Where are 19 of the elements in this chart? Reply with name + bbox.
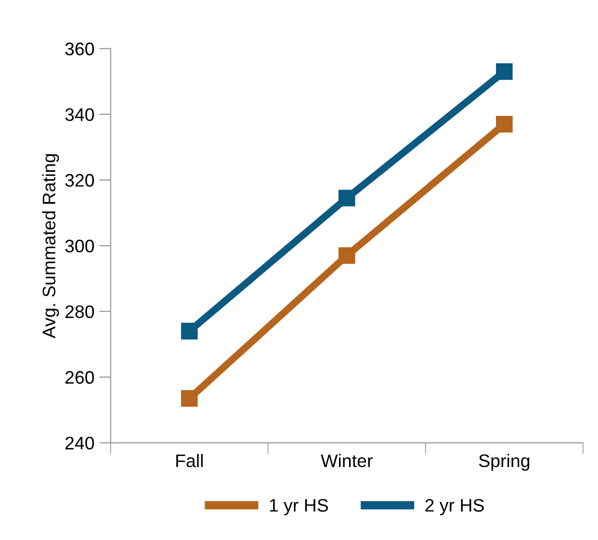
y-tick-label: 260 [65, 371, 94, 384]
point [181, 322, 198, 340]
point [181, 390, 198, 407]
x-tick-label: Spring [479, 454, 530, 471]
x-tick-label: Fall [176, 454, 203, 468]
point [496, 116, 513, 132]
y-tick-label: 340 [65, 108, 94, 122]
legend-label: 1 yr HS [270, 498, 328, 516]
legend-label: 2 yr HS [425, 498, 484, 516]
y-tick-label: 360 [65, 42, 94, 56]
y-tick-label: 280 [65, 305, 94, 318]
point [496, 63, 513, 80]
x-tick-label: Winter [320, 454, 373, 468]
point [338, 247, 356, 264]
y-tick-label: 300 [65, 240, 94, 252]
y-tick-label: 320 [65, 174, 94, 187]
y-tick-label: 240 [65, 436, 94, 450]
point [338, 190, 356, 206]
y-axis-title: Avg. Summated Rating [42, 154, 59, 338]
